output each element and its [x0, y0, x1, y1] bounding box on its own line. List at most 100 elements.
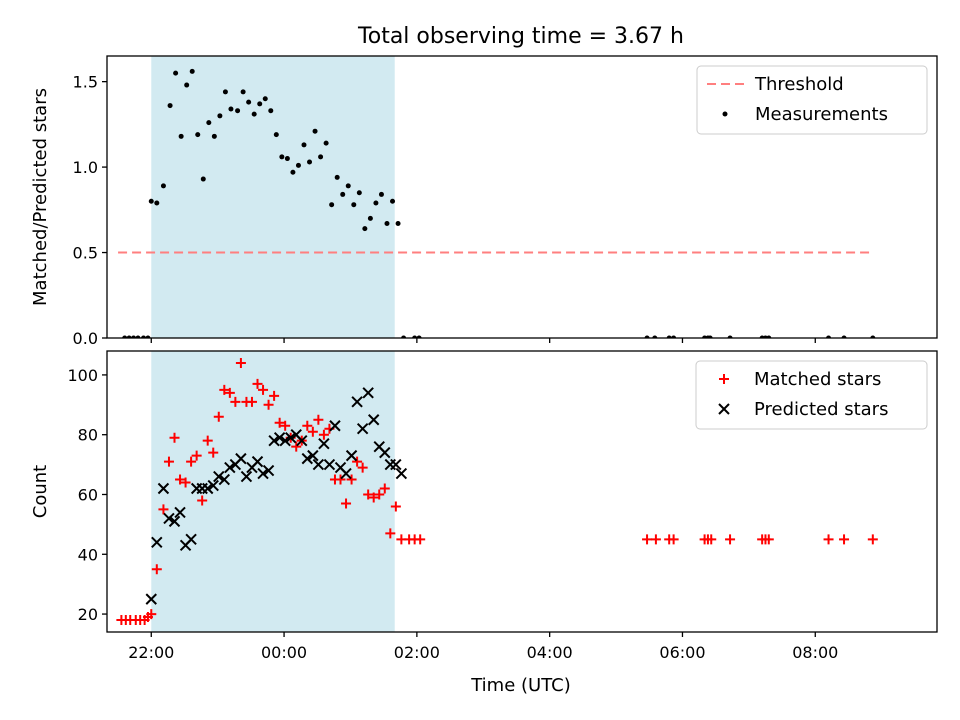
matched-star-point	[252, 378, 263, 389]
matched-star-point	[668, 534, 679, 545]
predicted-star-point	[279, 434, 291, 447]
matched-star-point	[235, 357, 246, 368]
matched-star-point	[706, 534, 717, 545]
chart-title: Total observing time = 3.67 h	[357, 24, 684, 49]
predicted-star-point	[213, 470, 225, 483]
matched-star-point	[175, 474, 186, 485]
series-predicted-stars	[145, 387, 408, 605]
predicted-star-point	[340, 467, 352, 480]
predicted-star-point	[257, 467, 269, 480]
measurement-point	[334, 174, 340, 180]
predicted-star-point	[218, 473, 231, 486]
matched-star-point	[163, 456, 174, 467]
y-tick-label: 60	[78, 485, 98, 504]
legend-measurement-swatch	[722, 111, 728, 117]
predicted-star-point	[240, 470, 253, 483]
matched-star-point	[219, 384, 230, 395]
y-tick-label: 0.5	[73, 244, 98, 263]
y-tick-label: 20	[78, 605, 98, 624]
matched-star-point	[258, 384, 269, 395]
axes-frame	[106, 350, 938, 633]
legend-matched-swatch	[719, 374, 729, 384]
matched-star-point	[341, 498, 352, 509]
matched-star-point	[346, 474, 357, 485]
matched-star-point	[318, 429, 329, 440]
matched-star-point	[224, 387, 235, 398]
predicted-star-point	[379, 446, 391, 459]
predicted-star-point	[163, 512, 175, 525]
matched-star-point	[230, 396, 241, 407]
predicted-star-point	[301, 452, 314, 465]
matched-star-point	[642, 534, 653, 545]
matched-star-point	[650, 534, 661, 545]
x-tick-label: 00:00	[261, 643, 307, 662]
y-axis-label: Count	[30, 465, 51, 518]
matched-star-point	[390, 501, 401, 512]
x-tick-label: 22:00	[128, 643, 174, 662]
measurement-point	[378, 191, 384, 197]
matched-star-point	[385, 528, 396, 539]
matched-star-point	[823, 534, 834, 545]
measurement-point	[195, 132, 201, 138]
measurement-point	[307, 159, 313, 165]
x-tick-label: 02:00	[394, 643, 440, 662]
x-tick-label: 06:00	[659, 643, 705, 662]
matched-star-point	[169, 432, 180, 443]
measurement-point	[390, 198, 396, 204]
predicted-star-point	[168, 515, 181, 528]
matched-star-point	[208, 447, 219, 458]
predicted-star-point	[235, 452, 247, 465]
predicted-star-point	[207, 479, 219, 492]
matched-star-point	[191, 450, 202, 461]
y-tick-label: 1.5	[73, 73, 98, 92]
y-tick-label: 1.0	[73, 158, 98, 177]
matched-star-point	[352, 456, 363, 467]
legend-entry-label: Threshold	[754, 74, 844, 95]
predicted-star-point	[284, 431, 297, 444]
measurement-point	[290, 169, 296, 175]
legend: Threshold Measurements	[696, 65, 928, 135]
predicted-star-point	[273, 431, 286, 444]
measurement-point	[200, 176, 206, 182]
predicted-star-point	[323, 458, 336, 471]
measurement-point	[189, 68, 195, 74]
predicted-star-point	[251, 455, 264, 468]
measurement-point	[160, 183, 166, 189]
matched-star-point	[246, 396, 257, 407]
predicted-star-point	[329, 420, 341, 432]
measurement-point	[240, 89, 246, 95]
measurement-point	[301, 142, 307, 148]
matched-star-point	[357, 462, 368, 473]
matched-star-point	[151, 564, 162, 575]
predicted-star-point	[356, 423, 369, 435]
measurement-point	[340, 191, 346, 197]
y-tick-label: 0.0	[73, 329, 98, 348]
matched-star-point	[180, 477, 191, 488]
measurement-point	[184, 82, 190, 88]
measurement-point	[312, 128, 318, 134]
predicted-star-point	[351, 396, 363, 408]
measurement-point	[148, 198, 154, 204]
measurement-point	[228, 106, 234, 112]
measurement-point	[362, 226, 368, 232]
measurement-point	[373, 200, 379, 206]
predicted-star-point	[312, 458, 325, 471]
y-tick-label: 100	[67, 366, 98, 385]
axes-frame	[106, 55, 938, 339]
predicted-star-point	[345, 449, 358, 462]
measurement-point	[279, 154, 285, 160]
measurement-point	[318, 154, 324, 160]
measurement-point	[154, 200, 160, 206]
measurement-point	[206, 120, 212, 126]
measurement-point	[329, 202, 335, 208]
measurement-point	[268, 108, 274, 114]
measurement-point	[178, 133, 184, 139]
predicted-star-point	[395, 467, 408, 480]
measurement-point	[167, 103, 173, 109]
measurement-point	[356, 190, 362, 196]
y-tick-label: 80	[78, 426, 98, 445]
top-panel: 0.0 0.5 1.0 1.5 Matched/Predicted stars Thres…	[30, 55, 938, 348]
matched-star-point	[839, 534, 850, 545]
measurement-point	[273, 132, 279, 138]
